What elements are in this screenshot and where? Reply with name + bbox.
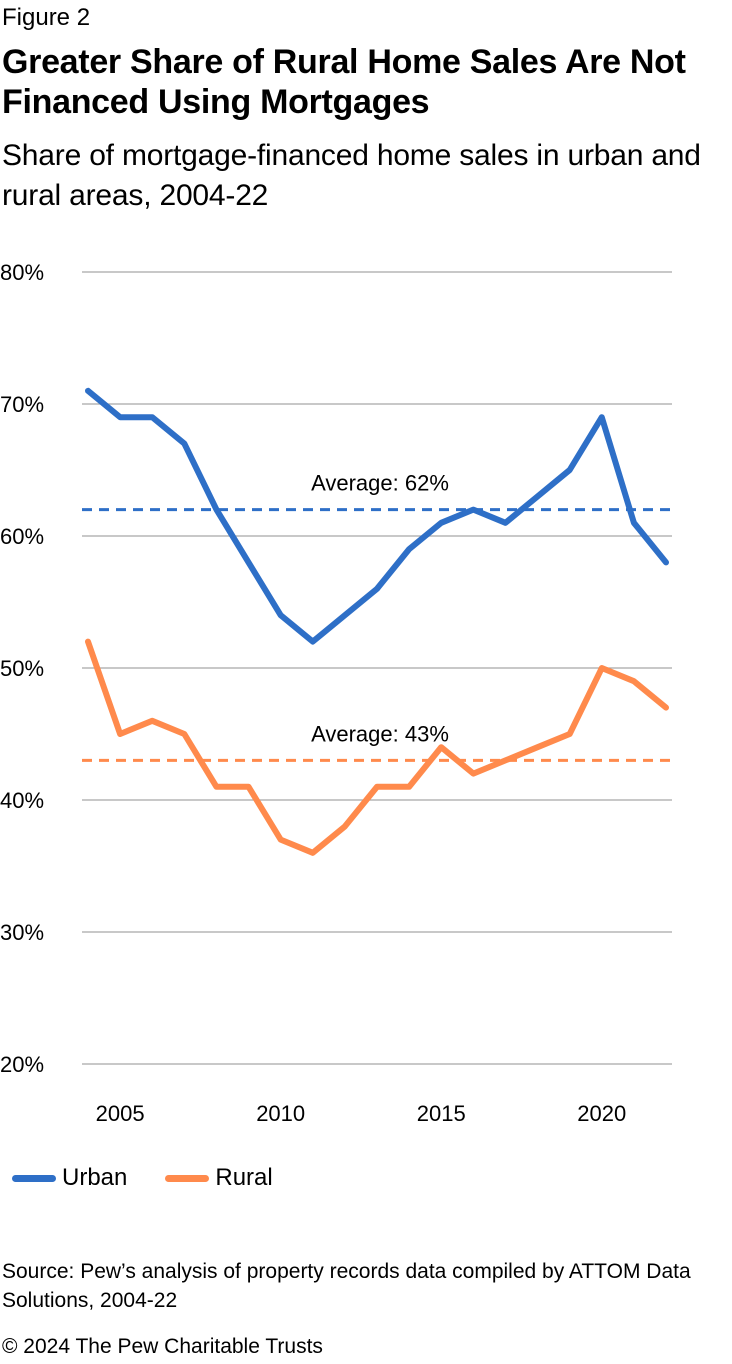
x-tick-label-2010: 2010 <box>256 1101 305 1126</box>
y-tick-label-60: 60% <box>0 524 44 549</box>
legend-swatch-rural <box>165 1174 210 1182</box>
line-chart: 20% 30% 40% 50% 60% 70% 80% 2005 2010 2015 2020 Ave… <box>0 260 672 1126</box>
series-line-urban <box>85 387 669 645</box>
x-tick-label-2020: 2020 <box>577 1101 626 1126</box>
source-note: Source: Pew’s analysis of property recor… <box>2 1260 691 1312</box>
average-label-rural: Average: 43% <box>311 721 449 746</box>
x-tick-label-2015: 2015 <box>417 1101 466 1126</box>
chart-title: Greater Share of Rural Home Sales Are No… <box>2 43 686 121</box>
y-tick-label-50: 50% <box>0 656 44 681</box>
figure-label: Figure 2 <box>2 4 91 31</box>
legend-item-urban: Urban <box>12 1164 127 1192</box>
legend-item-rural: Rural <box>165 1164 273 1192</box>
legend-label-urban: Urban <box>62 1164 128 1191</box>
legend: Urban Rural <box>12 1164 311 1192</box>
y-tick-label-70: 70% <box>0 392 44 417</box>
y-tick-label-30: 30% <box>0 920 44 945</box>
legend-swatch-urban <box>12 1174 56 1182</box>
series-line-rural <box>85 638 669 856</box>
y-tick-label-80: 80% <box>0 260 44 285</box>
x-tick-label-2005: 2005 <box>96 1101 145 1126</box>
average-label-urban: Average: 62% <box>311 471 449 496</box>
copyright: © 2024 The Pew Charitable Trusts <box>2 1335 323 1358</box>
y-tick-label-20: 20% <box>0 1052 44 1077</box>
legend-label-rural: Rural <box>215 1164 273 1191</box>
y-tick-label-40: 40% <box>0 788 44 813</box>
chart-subtitle: Share of mortgage-financed home sales in… <box>2 139 701 212</box>
